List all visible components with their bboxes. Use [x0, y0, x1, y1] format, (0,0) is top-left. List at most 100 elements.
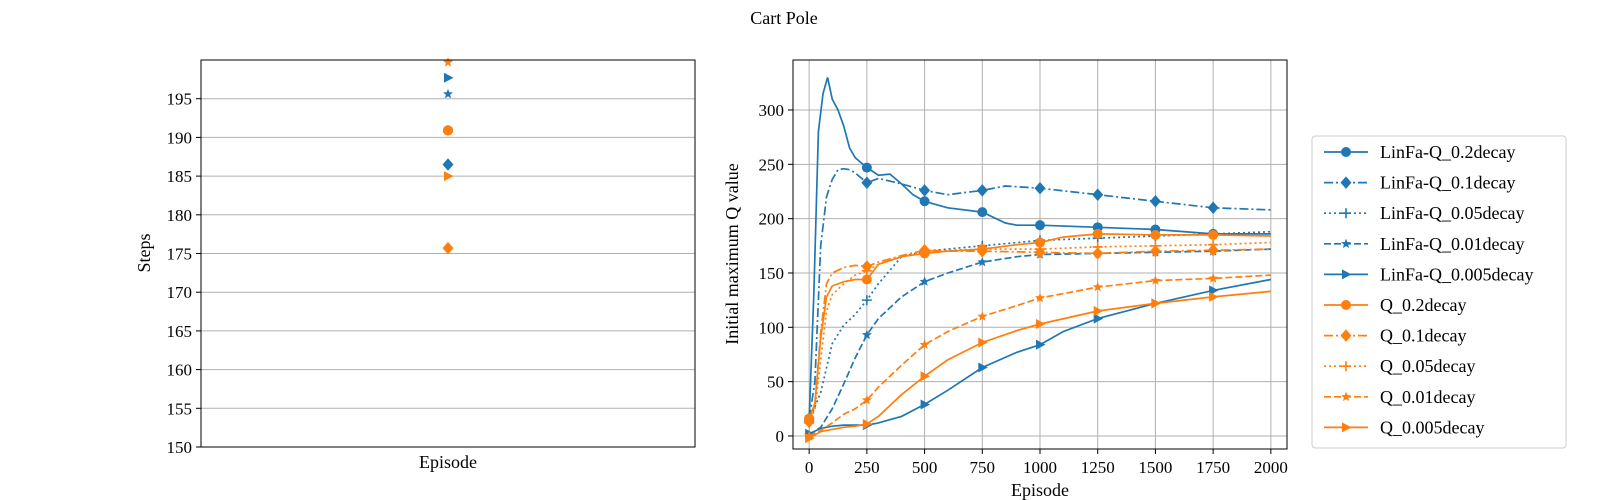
series-marker — [1092, 241, 1103, 252]
y-tick-label: 200 — [759, 210, 785, 229]
legend-label: LinFa-Q_0.1decay — [1380, 173, 1515, 193]
series-line — [808, 248, 1271, 423]
left-grid — [201, 98, 695, 448]
y-tick-label: 180 — [167, 206, 193, 225]
right-x-axis-label: Episode — [1011, 480, 1069, 500]
series-marker — [861, 274, 872, 285]
legend-label: Q_0.01decay — [1380, 387, 1475, 407]
series-LinFa-Q_0.005decay — [805, 278, 1271, 439]
series-marker — [920, 399, 931, 410]
y-tick-label: 175 — [167, 245, 193, 264]
legend-marker — [1341, 361, 1351, 372]
series-marker — [1092, 228, 1103, 239]
x-tick-label: 250 — [854, 458, 880, 477]
series-marker — [919, 184, 931, 197]
legend-marker — [1341, 238, 1351, 248]
series-marker — [1034, 181, 1046, 195]
legend-label: Q_0.1decay — [1380, 326, 1466, 346]
series-marker — [1035, 237, 1045, 248]
series-marker — [805, 433, 815, 444]
y-tick-label: 150 — [759, 264, 785, 283]
legend-label: Q_0.2decay — [1380, 295, 1466, 315]
series-marker — [919, 339, 930, 349]
legend-marker — [1341, 300, 1351, 310]
series-line — [808, 167, 1271, 419]
x-tick-label: 1750 — [1196, 458, 1230, 477]
series-marker — [1209, 285, 1219, 296]
series-marker — [977, 256, 988, 267]
data-point — [442, 158, 454, 171]
series-marker — [1150, 275, 1161, 285]
x-tick-label: 500 — [912, 458, 938, 477]
y-tick-label: 150 — [167, 438, 193, 457]
series-Q_0.01decay — [804, 273, 1271, 441]
series-Q_0.05decay — [804, 239, 1271, 428]
left-points — [442, 57, 454, 255]
data-point — [443, 88, 453, 99]
left-x-axis-label: Episode — [419, 452, 477, 472]
series-marker — [1150, 229, 1161, 240]
series-marker — [1208, 239, 1219, 250]
legend-box — [1311, 135, 1567, 449]
figure-title: Cart Pole — [750, 8, 818, 28]
series-marker — [861, 295, 872, 306]
y-tick-label: 165 — [167, 322, 193, 341]
series-marker — [861, 176, 873, 190]
series-marker — [1209, 291, 1219, 302]
series-line — [808, 241, 1271, 424]
legend-entry: Q_0.05decay — [1324, 356, 1475, 376]
series-marker — [978, 362, 988, 373]
series-marker — [862, 419, 873, 430]
steps-scatter-plot: 150 155 160 165 170 175 180 185 190 195 Episode S… — [134, 57, 696, 472]
legend-marker — [1342, 422, 1352, 433]
series-marker — [1035, 244, 1045, 255]
series-marker — [1036, 339, 1046, 350]
series-marker — [1093, 306, 1104, 317]
y-tick-label: 155 — [167, 399, 193, 418]
series-marker — [977, 207, 988, 218]
left-axes-frame — [200, 59, 696, 448]
series-marker — [1149, 195, 1161, 208]
data-point — [444, 171, 454, 182]
left-y-ticks: 150 155 160 165 170 175 180 185 190 195 — [167, 90, 201, 457]
series-marker — [1093, 313, 1104, 324]
series-marker — [1207, 243, 1219, 257]
series-marker — [1208, 273, 1219, 283]
series-marker — [977, 244, 988, 255]
legend-label: LinFa-Q_0.005decay — [1380, 264, 1533, 284]
right-ticks: 0 250 500 750 1000 1250 1500 1750 2000 0 50 100 150 2… — [759, 101, 1288, 477]
x-tick-label: 0 — [805, 458, 814, 477]
series-line — [808, 233, 1271, 419]
legend-entry: Q_0.2decay — [1324, 295, 1466, 315]
legend-entry: Q_0.1decay — [1324, 326, 1466, 346]
series-Q_0.005decay — [805, 290, 1271, 444]
series-marker — [1036, 319, 1046, 330]
right-y-axis-label: Initial maximum Q value — [722, 163, 742, 344]
y-tick-label: 170 — [167, 283, 193, 302]
data-point — [442, 241, 454, 255]
series-line — [808, 278, 1271, 435]
y-tick-label: 190 — [167, 128, 193, 147]
legend-marker — [1340, 329, 1352, 342]
series-marker — [1092, 281, 1103, 292]
y-tick-label: 195 — [167, 90, 193, 109]
series-marker — [804, 417, 815, 428]
series-marker — [1092, 247, 1104, 260]
legend-label: LinFa-Q_0.2decay — [1380, 142, 1515, 162]
y-tick-label: 300 — [759, 101, 785, 120]
series-marker — [1151, 298, 1161, 309]
series-marker — [861, 329, 872, 340]
y-tick-label: 100 — [759, 318, 785, 337]
right-axes-frame — [792, 59, 1288, 450]
y-tick-label: 250 — [759, 155, 785, 174]
series-marker — [977, 311, 988, 321]
series-marker — [919, 276, 930, 286]
series-marker — [1149, 244, 1161, 258]
x-tick-label: 2000 — [1254, 458, 1288, 477]
right-grid — [793, 60, 1287, 449]
x-tick-label: 750 — [970, 458, 996, 477]
series-marker — [1035, 220, 1045, 231]
x-tick-label: 1000 — [1023, 458, 1057, 477]
left-y-axis-label: Steps — [134, 233, 154, 272]
